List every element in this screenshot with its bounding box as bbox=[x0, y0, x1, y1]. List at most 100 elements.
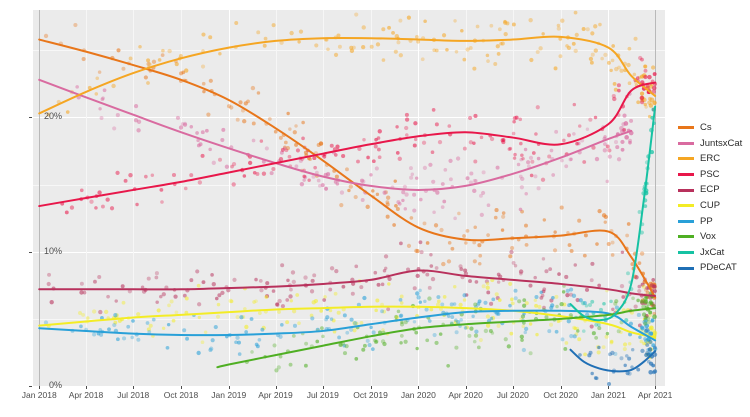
poll-point bbox=[229, 299, 234, 304]
poll-point bbox=[321, 334, 325, 339]
poll-point bbox=[375, 339, 379, 344]
poll-point bbox=[148, 323, 153, 328]
poll-point bbox=[642, 319, 648, 325]
poll-point bbox=[341, 153, 346, 159]
poll-point bbox=[292, 309, 297, 314]
legend-item-erc[interactable]: ERC bbox=[678, 151, 742, 167]
poll-point bbox=[435, 190, 440, 195]
poll-point bbox=[218, 157, 222, 162]
poll-point bbox=[399, 294, 404, 299]
poll-point bbox=[242, 174, 247, 178]
poll-point bbox=[563, 347, 568, 351]
poll-point bbox=[229, 105, 234, 110]
poll-point bbox=[485, 285, 490, 290]
legend-item-pdecat[interactable]: PDeCAT bbox=[678, 260, 742, 276]
poll-point bbox=[514, 115, 519, 120]
poll-point bbox=[307, 178, 311, 182]
poll-point bbox=[508, 146, 513, 151]
legend-item-juntsxcat[interactable]: JuntsxCat bbox=[678, 136, 742, 152]
x-tick-label: Oct 2018 bbox=[163, 390, 199, 400]
poll-point bbox=[629, 118, 634, 123]
poll-point bbox=[359, 178, 365, 183]
poll-point bbox=[147, 62, 152, 67]
poll-point bbox=[491, 297, 496, 302]
poll-point bbox=[584, 304, 589, 308]
poll-point bbox=[648, 96, 652, 101]
poll-point bbox=[558, 36, 563, 41]
poll-point bbox=[414, 330, 419, 335]
poll-point bbox=[572, 102, 577, 107]
poll-point bbox=[610, 253, 615, 257]
poll-point bbox=[166, 322, 171, 327]
poll-point bbox=[650, 318, 655, 323]
poll-point bbox=[141, 289, 147, 294]
poll-point bbox=[234, 21, 239, 25]
poll-point bbox=[619, 330, 623, 335]
legend-item-pp[interactable]: PP bbox=[678, 214, 742, 230]
poll-point bbox=[354, 321, 359, 326]
legend-item-ecp[interactable]: ECP bbox=[678, 182, 742, 198]
poll-point bbox=[396, 309, 401, 314]
poll-point bbox=[171, 172, 177, 178]
poll-point bbox=[393, 49, 398, 54]
poll-point bbox=[409, 175, 414, 180]
x-tick-mark bbox=[608, 386, 610, 389]
poll-point bbox=[352, 328, 357, 333]
legend-item-psc[interactable]: PSC bbox=[678, 167, 742, 183]
poll-point bbox=[338, 342, 343, 347]
poll-point bbox=[312, 273, 317, 278]
poll-point bbox=[224, 164, 230, 169]
poll-point bbox=[151, 317, 156, 322]
poll-point bbox=[423, 19, 427, 24]
poll-point bbox=[479, 193, 483, 198]
poll-point bbox=[367, 343, 372, 348]
poll-point bbox=[484, 279, 489, 284]
poll-point bbox=[565, 293, 570, 298]
poll-point bbox=[588, 56, 594, 61]
x-tick-label: Oct 2019 bbox=[353, 390, 388, 400]
poll-point bbox=[403, 207, 408, 211]
poll-point bbox=[573, 326, 577, 331]
poll-point bbox=[519, 334, 524, 339]
poll-point bbox=[635, 76, 640, 80]
poll-point bbox=[400, 320, 404, 324]
legend-item-vox[interactable]: Vox bbox=[678, 229, 742, 245]
poll-point bbox=[200, 130, 205, 135]
poll-point bbox=[380, 309, 385, 314]
poll-point bbox=[161, 326, 166, 331]
poll-point bbox=[277, 310, 281, 314]
poll-point bbox=[518, 174, 523, 179]
poll-point bbox=[155, 300, 159, 304]
poll-point bbox=[626, 62, 631, 68]
poll-point bbox=[476, 302, 481, 307]
poll-point bbox=[531, 151, 536, 155]
poll-point bbox=[552, 248, 558, 253]
poll-point bbox=[316, 142, 321, 147]
poll-point bbox=[477, 243, 482, 248]
poll-point bbox=[160, 200, 164, 204]
poll-point bbox=[239, 315, 244, 320]
poll-point bbox=[278, 157, 284, 162]
legend-swatch-icon bbox=[678, 157, 694, 161]
poll-point bbox=[597, 283, 601, 288]
poll-point bbox=[276, 365, 281, 370]
legend-item-jxcat[interactable]: JxCat bbox=[678, 245, 742, 261]
poll-point bbox=[165, 345, 170, 350]
poll-point bbox=[517, 299, 522, 304]
poll-point bbox=[616, 157, 622, 162]
legend-item-cup[interactable]: CUP bbox=[678, 198, 742, 214]
poll-point bbox=[619, 68, 624, 73]
poll-point bbox=[511, 131, 516, 136]
trend-line-erc bbox=[38, 35, 657, 115]
poll-point bbox=[472, 188, 477, 194]
x-gridline bbox=[322, 10, 324, 386]
poll-point bbox=[625, 370, 630, 376]
poll-point bbox=[326, 47, 330, 52]
poll-point bbox=[133, 118, 139, 123]
poll-point bbox=[369, 325, 373, 330]
poll-point bbox=[235, 314, 240, 320]
legend-item-cs[interactable]: Cs bbox=[678, 120, 742, 136]
poll-point bbox=[637, 210, 642, 214]
poll-point bbox=[427, 296, 432, 301]
poll-point bbox=[652, 72, 657, 77]
